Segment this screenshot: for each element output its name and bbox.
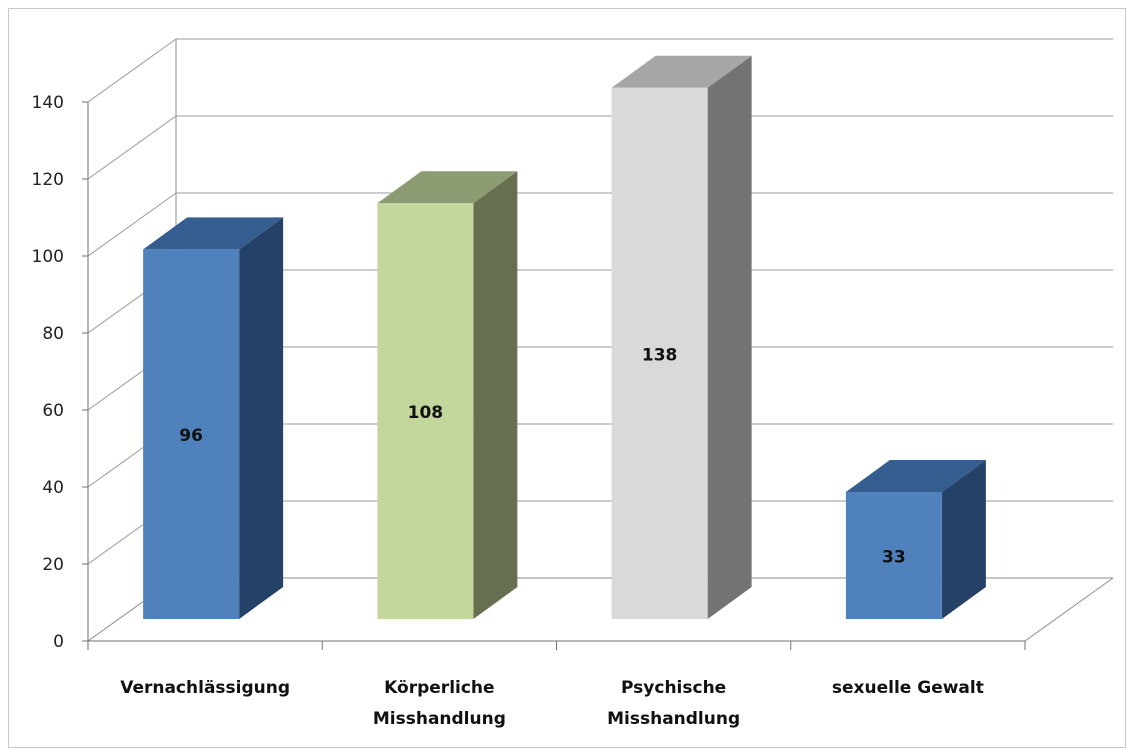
bar-top bbox=[611, 55, 752, 88]
side-gridline bbox=[87, 115, 177, 180]
x-category-label-line: Körperliche bbox=[384, 678, 494, 698]
x-category-label-line: Vernachlässigung bbox=[120, 678, 290, 698]
bar: 108 bbox=[377, 171, 518, 619]
bar-data-label: 138 bbox=[642, 345, 678, 365]
y-tick-label: 0 bbox=[53, 632, 64, 652]
y-tick-label: 100 bbox=[32, 247, 64, 267]
side-gridline bbox=[87, 38, 177, 103]
side-gridline bbox=[87, 192, 177, 257]
x-category-label-line: Misshandlung bbox=[373, 709, 506, 729]
y-tick-label: 140 bbox=[32, 93, 64, 113]
y-tick-label: 80 bbox=[42, 324, 64, 344]
x-category-label-line: Psychische bbox=[621, 678, 726, 698]
bar-data-label: 96 bbox=[179, 426, 203, 446]
bar-top bbox=[845, 459, 986, 492]
bar-front bbox=[143, 249, 240, 619]
bar-top bbox=[143, 217, 284, 250]
bar: 96 bbox=[143, 217, 284, 619]
y-axis-tick-labels: 0 20 40 60 80 100 120 140 bbox=[32, 93, 64, 652]
bar-data-label: 108 bbox=[408, 403, 444, 423]
bar-data-label: 33 bbox=[882, 547, 906, 567]
bar-side bbox=[707, 55, 752, 619]
bar-front bbox=[611, 87, 708, 619]
bars: 96 108 138 33 bbox=[143, 55, 986, 619]
x-category-label: Psychische Misshandlung bbox=[607, 678, 740, 729]
x-category-label: Vernachlässigung bbox=[120, 678, 290, 698]
x-axis-category-labels: Vernachlässigung Körperliche MisshandlungP… bbox=[120, 678, 984, 729]
y-tick-label: 40 bbox=[42, 478, 64, 498]
bar-side bbox=[239, 217, 284, 619]
bar-side bbox=[473, 171, 518, 619]
y-tick-label: 20 bbox=[42, 555, 64, 575]
bar-front bbox=[377, 203, 474, 619]
x-category-label-line: sexuelle Gewalt bbox=[832, 678, 984, 698]
x-category-label: Körperliche Misshandlung bbox=[373, 678, 506, 729]
axes bbox=[82, 101, 1026, 650]
bar-front bbox=[845, 491, 942, 619]
y-tick-label: 120 bbox=[32, 170, 64, 190]
x-category-label: sexuelle Gewalt bbox=[832, 678, 984, 698]
x-category-label-line: Misshandlung bbox=[607, 709, 740, 729]
bar-side bbox=[941, 459, 986, 619]
bar-top bbox=[377, 171, 518, 204]
y-tick-label: 60 bbox=[42, 401, 64, 421]
bar: 33 bbox=[845, 459, 986, 619]
floor-right-edge bbox=[1024, 577, 1114, 642]
bar: 138 bbox=[611, 55, 752, 619]
